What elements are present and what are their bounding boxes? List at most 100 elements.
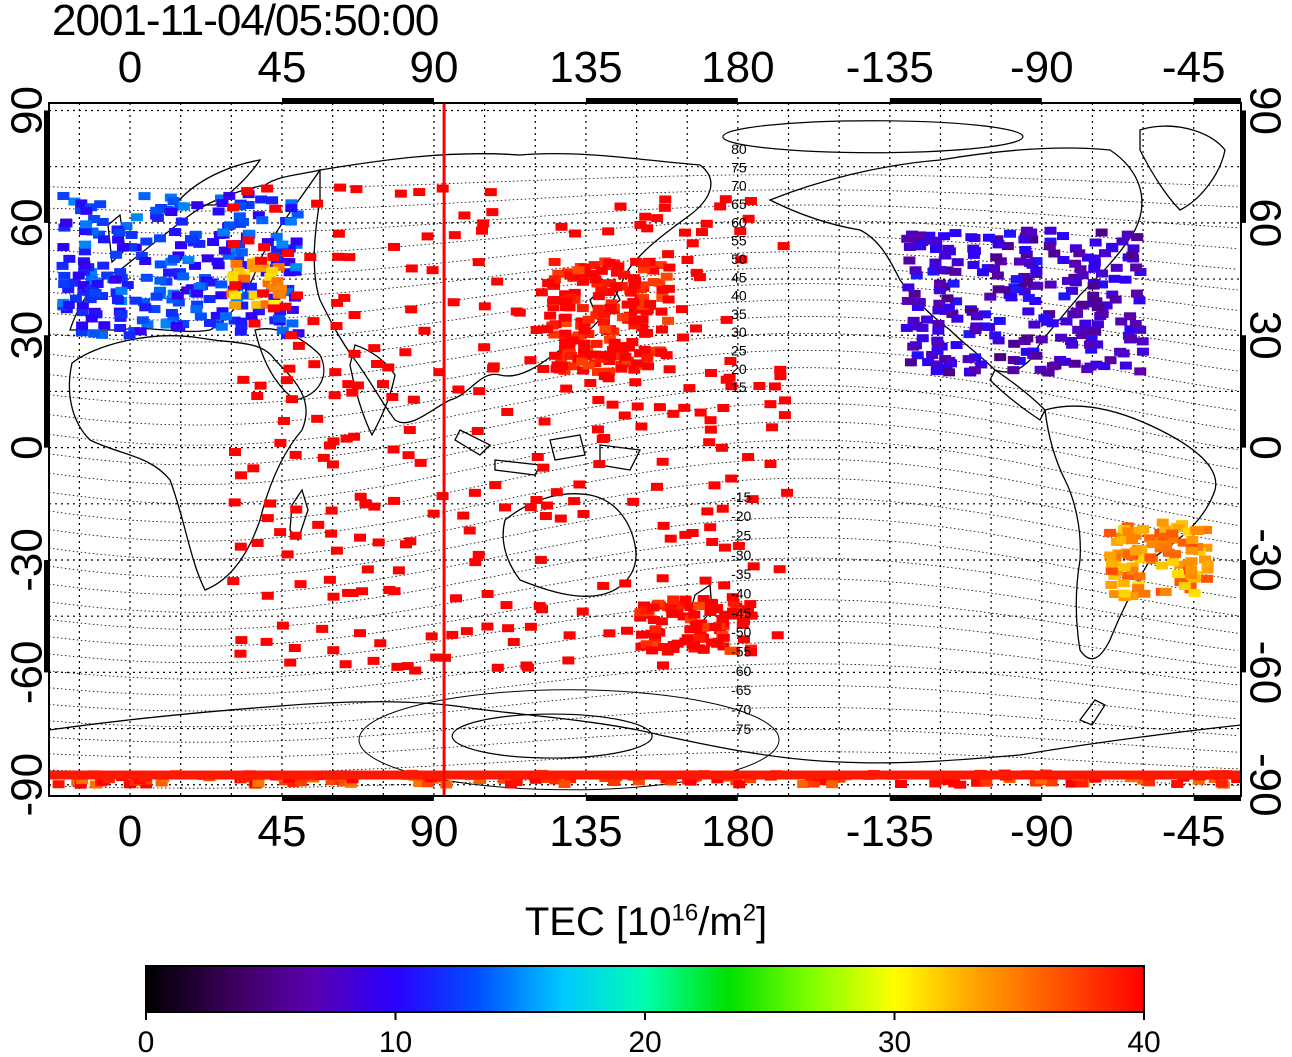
tec-patch bbox=[678, 403, 691, 412]
tec-patch bbox=[693, 273, 706, 282]
tec-patch bbox=[307, 317, 320, 326]
tec-patch bbox=[606, 400, 619, 409]
tec-patch bbox=[58, 271, 71, 280]
tec-patch bbox=[1126, 566, 1139, 575]
tec-patch bbox=[448, 231, 461, 240]
tec-patch bbox=[1045, 778, 1058, 787]
tec-patch bbox=[294, 580, 307, 589]
tec-patch bbox=[807, 779, 820, 788]
tec-patch bbox=[1185, 565, 1198, 574]
tec-patch bbox=[618, 411, 631, 420]
tec-patch bbox=[1058, 292, 1071, 301]
tec-patch bbox=[718, 543, 731, 552]
tec-patch bbox=[667, 595, 680, 604]
tec-patch bbox=[138, 298, 151, 307]
tec-patch bbox=[1159, 588, 1172, 597]
tec-patch bbox=[191, 300, 204, 309]
tec-patch bbox=[457, 511, 470, 520]
tec-patch bbox=[150, 292, 163, 301]
tec-patch bbox=[536, 605, 549, 614]
tec-patch bbox=[1074, 265, 1087, 274]
contour-label: -70 bbox=[731, 701, 751, 717]
tec-patch bbox=[1098, 249, 1111, 258]
tec-patch bbox=[251, 392, 264, 401]
tec-patch bbox=[534, 555, 547, 564]
tec-patch bbox=[766, 423, 779, 432]
tec-patch bbox=[697, 645, 710, 654]
tec-patch bbox=[1089, 327, 1102, 336]
tec-patch bbox=[76, 308, 89, 317]
tec-patch bbox=[902, 283, 915, 292]
tec-patch bbox=[1166, 535, 1179, 544]
tec-patch bbox=[597, 581, 610, 590]
tec-patch bbox=[1085, 345, 1098, 354]
tec-patch bbox=[248, 290, 261, 299]
tec-patch bbox=[1126, 536, 1139, 545]
tec-patch bbox=[638, 345, 651, 354]
tec-patch bbox=[1027, 347, 1040, 356]
tec-patch bbox=[1088, 258, 1101, 267]
lon-tick-bottom: 135 bbox=[549, 807, 622, 856]
tec-patch bbox=[737, 635, 750, 644]
colorbar-label: TEC [1016/m2] bbox=[0, 900, 1292, 945]
tec-patch bbox=[96, 330, 109, 339]
tec-patch bbox=[742, 214, 755, 223]
tec-patch bbox=[228, 291, 241, 300]
tec-patch bbox=[578, 263, 591, 272]
tec-patch bbox=[272, 263, 285, 272]
tec-patch bbox=[602, 287, 615, 296]
contour-label: 70 bbox=[731, 178, 747, 194]
tec-patch bbox=[1156, 518, 1169, 527]
tec-patch bbox=[687, 641, 700, 650]
tec-patch bbox=[989, 331, 1002, 340]
tec-patch bbox=[1178, 581, 1191, 590]
tec-patch bbox=[942, 303, 955, 312]
tec-patch bbox=[701, 507, 714, 516]
tec-patch bbox=[966, 307, 979, 316]
tec-patch bbox=[992, 336, 1005, 345]
tec-patch bbox=[1046, 319, 1059, 328]
tec-patch bbox=[79, 240, 92, 249]
tec-patch bbox=[1029, 296, 1042, 305]
tec-patch bbox=[290, 505, 303, 514]
tec-patch bbox=[286, 319, 299, 328]
colorbar-label-exponent: 16 bbox=[671, 899, 699, 927]
tec-patch bbox=[781, 488, 794, 497]
tec-patch bbox=[110, 250, 123, 259]
tec-patch bbox=[138, 192, 151, 201]
tec-patch bbox=[510, 778, 523, 787]
tec-patch bbox=[1105, 559, 1118, 568]
tec-patch bbox=[1130, 263, 1143, 272]
tec-patch bbox=[76, 301, 89, 310]
tec-patch bbox=[254, 256, 267, 265]
tec-patch bbox=[614, 202, 627, 211]
tec-patch bbox=[933, 286, 946, 295]
tec-patch bbox=[1124, 312, 1137, 321]
tec-patch bbox=[401, 662, 414, 671]
tec-patch bbox=[57, 243, 70, 252]
tec-patch bbox=[1077, 300, 1090, 309]
tec-patch bbox=[632, 777, 645, 786]
tec-patch bbox=[134, 327, 147, 336]
tec-patch bbox=[1013, 257, 1026, 266]
tec-patch bbox=[90, 310, 103, 319]
tec-patch bbox=[548, 330, 561, 339]
tec-patch bbox=[181, 286, 194, 295]
tec-patch bbox=[1018, 287, 1031, 296]
tec-patch bbox=[204, 318, 217, 327]
tec-patch bbox=[704, 607, 717, 616]
tec-patch bbox=[1087, 291, 1100, 300]
tec-patch bbox=[1144, 534, 1157, 543]
tec-patch bbox=[634, 220, 647, 229]
lat-tick-left: 30 bbox=[3, 311, 52, 360]
lon-tick-bottom: 45 bbox=[258, 807, 307, 856]
tec-patch bbox=[563, 631, 576, 640]
tec-patch bbox=[85, 314, 98, 323]
tec-patch bbox=[683, 384, 696, 393]
tec-patch bbox=[1087, 281, 1100, 290]
tec-patch bbox=[655, 325, 668, 334]
tec-patch bbox=[154, 276, 167, 285]
tec-patch bbox=[603, 258, 616, 267]
tec-patch bbox=[694, 408, 707, 417]
tec-patch bbox=[764, 459, 777, 468]
